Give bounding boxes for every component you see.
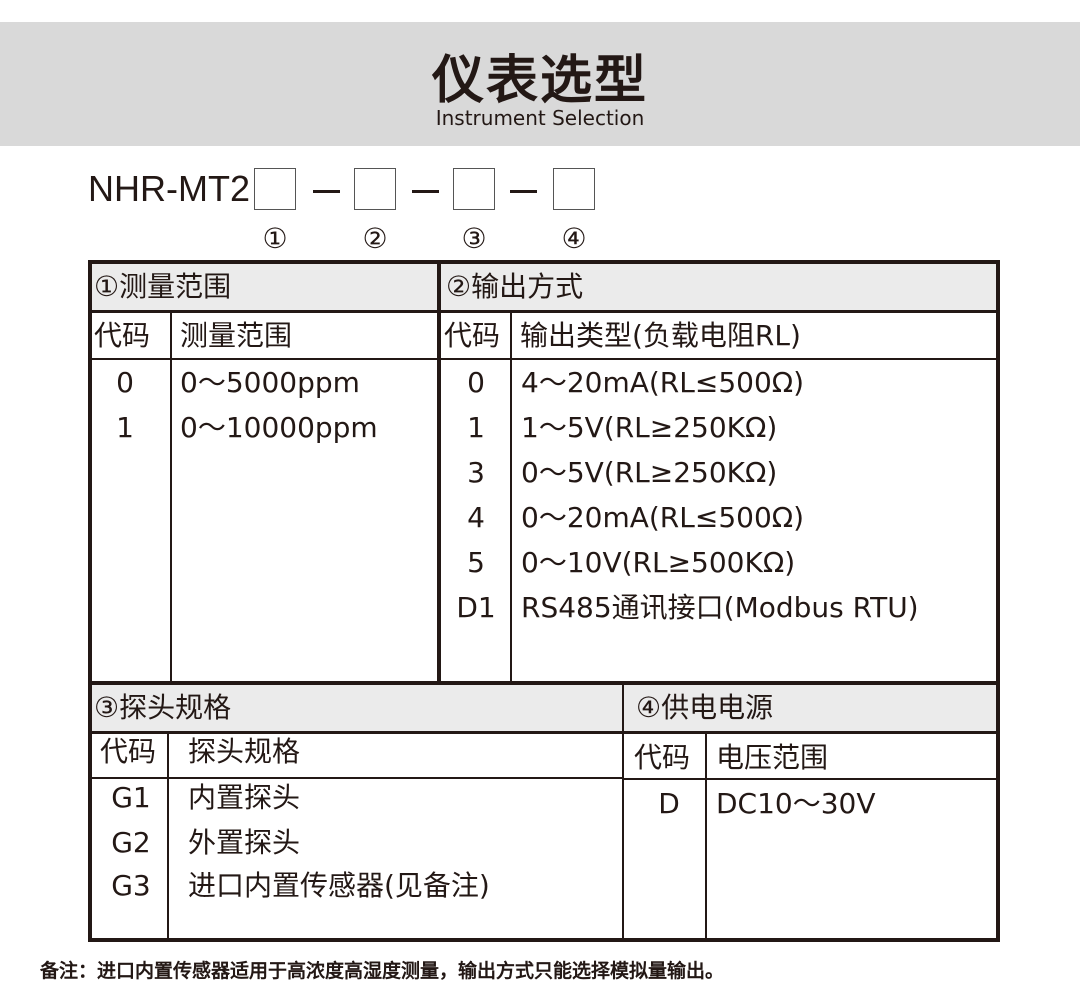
model-slot-3: [453, 168, 495, 210]
output-code: D1: [456, 591, 496, 624]
probe-value: 外置探头: [188, 826, 301, 859]
output-value: 0～5V(RL≥250KΩ): [521, 456, 778, 489]
section-title-probe: ③探头规格: [94, 691, 232, 724]
model-prefix: NHR-MT2: [88, 168, 250, 209]
probe-value: 内置探头: [188, 781, 301, 814]
probe-code: G1: [111, 781, 151, 814]
page-subtitle: Instrument Selection: [435, 106, 645, 130]
range-value: 0～5000ppm: [180, 366, 360, 399]
divider: [88, 777, 624, 779]
divider: [167, 734, 169, 940]
divider: [705, 734, 707, 940]
output-code: 5: [467, 546, 485, 579]
col-header-output: 输出类型(负载电阻RL): [520, 319, 801, 352]
col-header-probe: 探头规格: [188, 735, 301, 768]
col-header-code: 代码: [444, 319, 501, 352]
divider: [510, 312, 512, 682]
section-title-power: ④供电电源: [636, 691, 774, 724]
divider: [437, 260, 441, 684]
divider: [88, 358, 1000, 360]
model-slot-4: [553, 168, 595, 210]
col-header-range: 测量范围: [180, 319, 293, 352]
slot-number: ②: [362, 222, 388, 255]
probe-value: 进口内置传感器(见备注): [188, 869, 490, 902]
col-header-code: 代码: [634, 741, 691, 774]
slot-number: ③: [461, 222, 487, 255]
divider: [622, 778, 1000, 780]
table-border: [88, 938, 1000, 942]
model-slot-2: [354, 168, 396, 210]
output-value: 0～10V(RL≥500KΩ): [521, 546, 796, 579]
output-value: 1～5V(RL≥250KΩ): [521, 411, 778, 444]
dash: [412, 190, 439, 193]
divider: [170, 312, 172, 682]
probe-code: G3: [111, 869, 151, 902]
table-border: [996, 260, 1000, 942]
slot-number: ①: [262, 222, 288, 255]
section-title-output: ②输出方式: [446, 270, 584, 303]
output-code: 0: [467, 366, 485, 399]
table-border: [88, 260, 92, 942]
output-code: 3: [467, 456, 485, 489]
footnote: 备注：进口内置传感器适用于高浓度高湿度测量，输出方式只能选择模拟量输出。: [40, 960, 725, 982]
divider: [88, 681, 1000, 685]
output-code: 4: [467, 501, 485, 534]
table-border: [88, 260, 1000, 264]
divider: [622, 684, 624, 940]
col-header-voltage: 电压范围: [716, 741, 829, 774]
page-title: 仪表选型: [431, 51, 648, 111]
col-header-code: 代码: [94, 319, 151, 352]
output-value: RS485通讯接口(Modbus RTU): [521, 591, 919, 624]
section-header-bg: [90, 684, 998, 732]
dash: [313, 190, 340, 193]
output-code: 1: [467, 411, 485, 444]
range-code: 1: [116, 411, 134, 444]
section-title-range: ①测量范围: [94, 270, 232, 303]
model-slot-1: [254, 168, 296, 210]
power-value: DC10～30V: [716, 787, 876, 820]
col-header-code: 代码: [100, 735, 157, 768]
divider: [88, 310, 1000, 313]
dash: [510, 190, 537, 193]
range-value: 0～10000ppm: [180, 411, 378, 444]
range-code: 0: [116, 366, 134, 399]
power-code: D: [658, 787, 680, 820]
output-value: 4～20mA(RL≤500Ω): [521, 366, 805, 399]
output-value: 0～20mA(RL≤500Ω): [521, 501, 805, 534]
slot-number: ④: [561, 222, 587, 255]
divider: [88, 731, 1000, 734]
header-band: [0, 22, 1080, 146]
probe-code: G2: [111, 826, 151, 859]
section-header-bg: [90, 262, 998, 312]
